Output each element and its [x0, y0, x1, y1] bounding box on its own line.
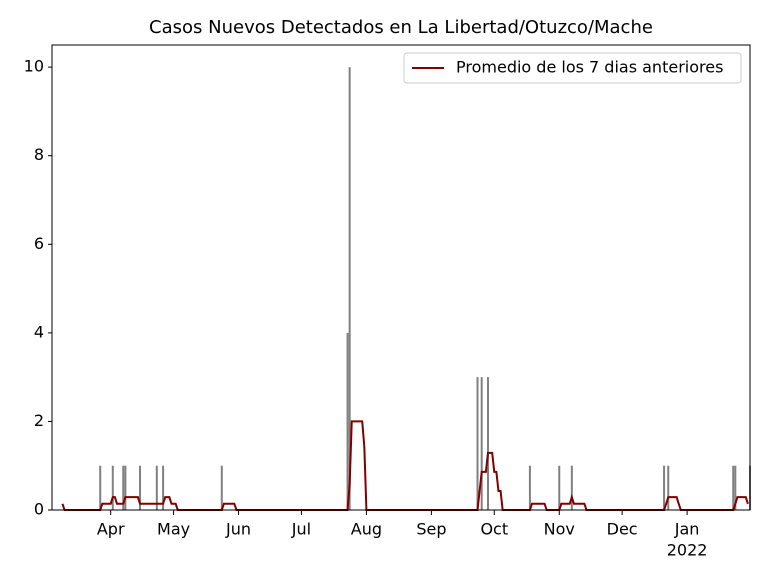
bar	[346, 332, 349, 510]
y-tick-label: 8	[34, 145, 44, 164]
bar	[99, 465, 102, 510]
x-tick-label: Nov	[544, 520, 575, 539]
bar	[155, 465, 158, 510]
x-tick-label: Jan	[674, 520, 700, 539]
bar	[348, 67, 351, 511]
x-tick-label: Sep	[416, 520, 446, 539]
y-tick-label: 0	[34, 500, 44, 519]
bar	[480, 377, 483, 510]
y-tick-label: 4	[34, 322, 44, 341]
chart-title: Casos Nuevos Detectados en La Libertad/O…	[149, 17, 653, 38]
plot-frame	[51, 44, 751, 511]
bar	[162, 465, 165, 510]
bar	[476, 377, 479, 510]
bar	[122, 465, 125, 510]
bar	[111, 465, 114, 510]
bar	[486, 377, 489, 510]
bar	[663, 465, 666, 510]
bar	[570, 465, 573, 510]
x-tick-label: Jul	[291, 520, 311, 539]
bar	[734, 465, 737, 510]
y-tick-label: 10	[24, 57, 44, 76]
x-tick-label: Aug	[351, 520, 382, 539]
bar	[558, 465, 561, 510]
bar	[124, 465, 127, 510]
bar	[667, 465, 670, 510]
y-tick-label: 2	[34, 411, 44, 430]
x-tick-label: Dec	[607, 520, 638, 539]
bar	[220, 465, 223, 510]
x-tick-label: May	[157, 520, 190, 539]
legend-label: Promedio de los 7 dias anteriores	[456, 58, 723, 77]
bar	[139, 465, 142, 510]
y-tick-label: 6	[34, 234, 44, 253]
x-tick-label: Jun	[225, 520, 251, 539]
x-year-label: 2022	[667, 541, 708, 560]
x-tick-label: Apr	[97, 520, 125, 539]
x-tick-label: Oct	[480, 520, 508, 539]
bar	[732, 465, 735, 510]
bar	[528, 465, 531, 510]
legend-box	[403, 52, 742, 84]
